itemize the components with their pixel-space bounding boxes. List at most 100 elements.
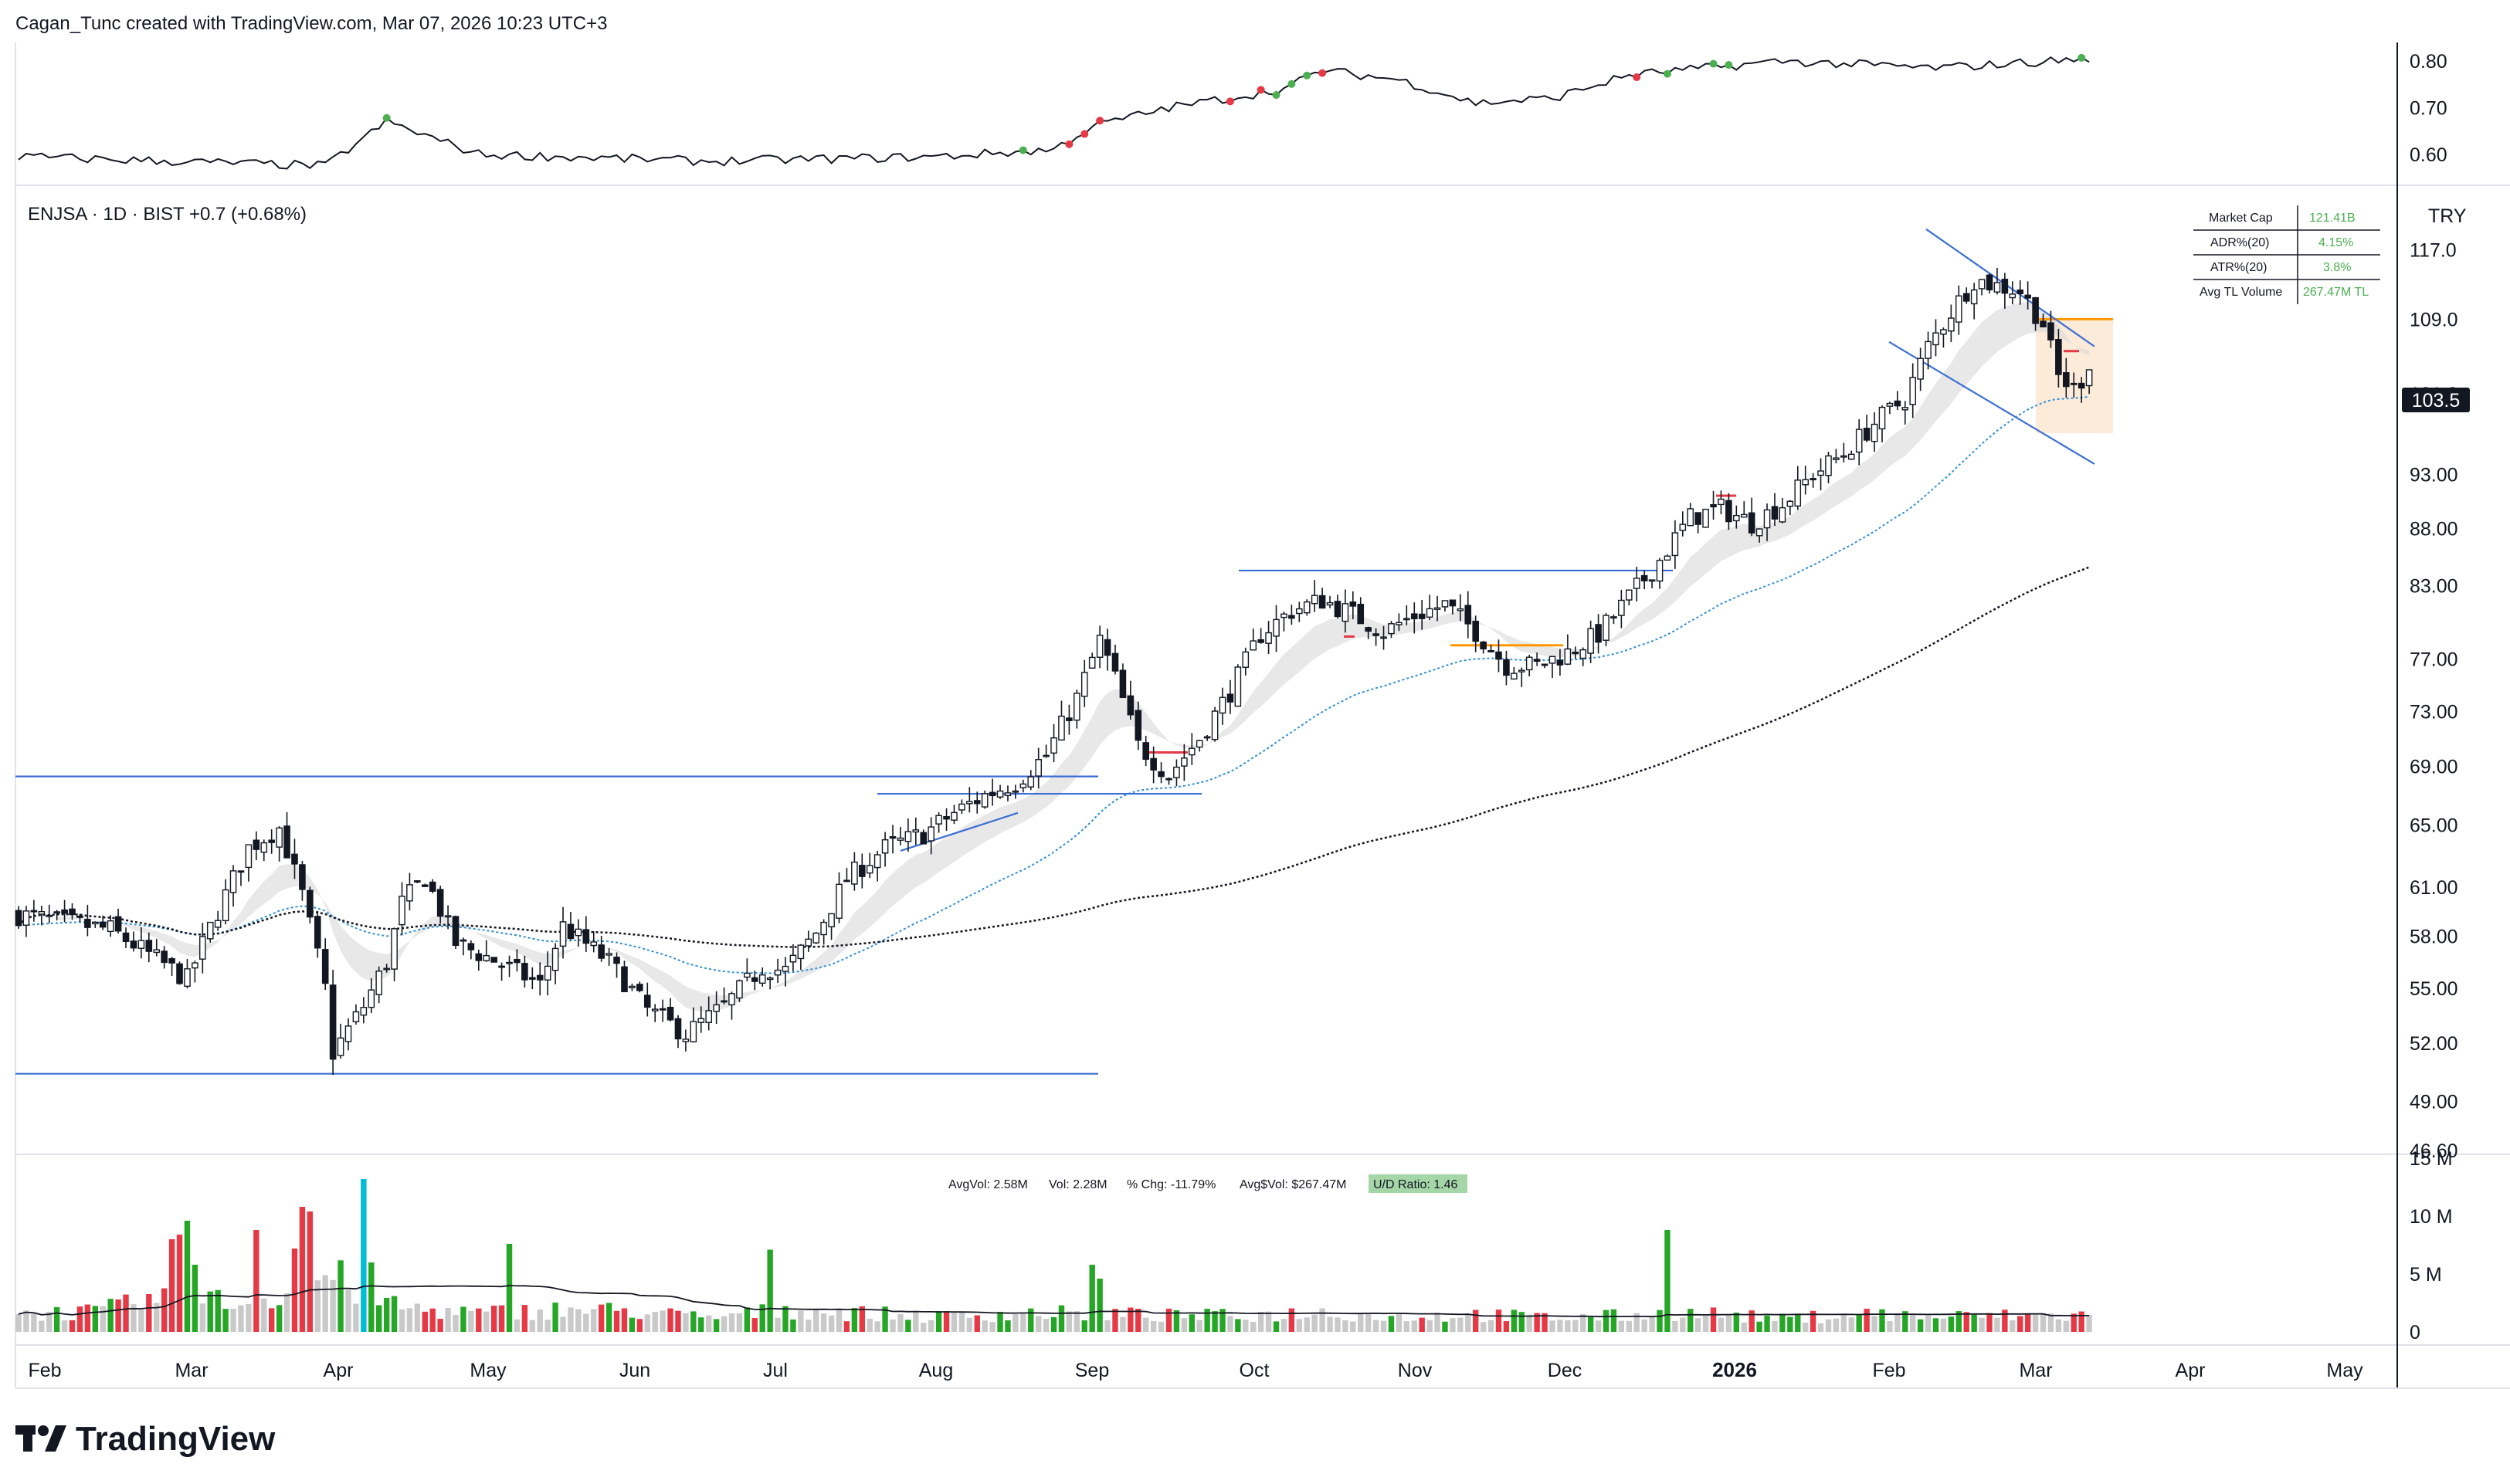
- volume-bar: [828, 1315, 835, 1332]
- candle: [996, 784, 1004, 799]
- candle: [1671, 520, 1679, 569]
- volume-bar: [1902, 1311, 1908, 1332]
- volume-bar: [544, 1320, 551, 1332]
- volume-bar: [1557, 1320, 1563, 1332]
- candle: [682, 1029, 690, 1052]
- volume-bar: [138, 1310, 144, 1332]
- candle: [299, 860, 306, 901]
- candle: [192, 961, 198, 983]
- volume-tick-label: 15 M: [2410, 1148, 2453, 1170]
- price-axis[interactable]: 117.0109.0101.093.0088.0083.0077.0073.00…: [2410, 240, 2458, 1162]
- volume-bar: [1005, 1320, 1011, 1332]
- candle: [2047, 310, 2054, 348]
- volume-bar: [69, 1320, 76, 1332]
- candle: [1871, 412, 1878, 452]
- candle: [1733, 505, 1740, 529]
- volume-bar: [1718, 1317, 1725, 1332]
- volume-bar: [1618, 1320, 1625, 1332]
- candle: [758, 967, 766, 987]
- volume-bar: [958, 1312, 965, 1332]
- volume-bar: [199, 1303, 206, 1332]
- candle: [575, 919, 582, 947]
- candle: [1311, 580, 1318, 612]
- volume-bar: [1817, 1323, 1824, 1332]
- volume-bar: [399, 1309, 405, 1332]
- volume-bar: [100, 1306, 106, 1332]
- volume-bar: [1372, 1320, 1379, 1332]
- candle: [1257, 628, 1264, 644]
- candle: [782, 957, 789, 987]
- volume-bar: [529, 1320, 536, 1332]
- volume-bar: [483, 1311, 490, 1332]
- volume-bar: [1542, 1313, 1548, 1332]
- rs-signal-dot: [382, 114, 391, 122]
- volume-bar: [1181, 1318, 1188, 1332]
- candle: [406, 872, 413, 911]
- candle: [1396, 613, 1403, 632]
- candle: [1150, 746, 1157, 784]
- candle: [529, 967, 536, 990]
- candle: [613, 952, 620, 978]
- candle: [53, 910, 60, 921]
- candle: [1066, 704, 1073, 735]
- volume-bar: [154, 1303, 160, 1332]
- candle: [1457, 594, 1464, 622]
- volume-bar: [1426, 1320, 1433, 1332]
- time-tick-label: Apr: [324, 1360, 354, 1381]
- candle: [1357, 597, 1365, 625]
- candle: [1564, 634, 1572, 666]
- stat-label-atr: ATR%(20): [2210, 261, 2267, 274]
- candle: [1878, 405, 1886, 442]
- volume-bar: [2010, 1320, 2016, 1332]
- tradingview-logo[interactable]: TradingView: [15, 1420, 276, 1458]
- volume-bar: [974, 1315, 980, 1332]
- volume-bar: [1917, 1319, 1924, 1332]
- ema-50-line: [18, 395, 2090, 974]
- candle: [1503, 650, 1510, 686]
- volume-bar: [943, 1311, 950, 1332]
- time-axis[interactable]: Feb Mar Apr May Jun Jul Aug Sep Oct Nov Dec 2026 Feb…: [28, 1358, 2363, 1381]
- volume-bar: [1012, 1313, 1019, 1332]
- rs-signal-dot: [1272, 90, 1280, 99]
- volume-bar: [1955, 1311, 1962, 1332]
- currency-label[interactable]: TRY: [2428, 205, 2467, 227]
- candle: [1932, 319, 1939, 357]
- volume-bar: [713, 1319, 720, 1332]
- candle: [590, 931, 598, 953]
- candle: [1380, 625, 1387, 650]
- candle: [728, 991, 735, 1020]
- volume-bar: [1165, 1308, 1172, 1332]
- price-tick-label: 69.00: [2410, 757, 2458, 778]
- tradingview-logo-icon: [15, 1425, 66, 1452]
- candle: [61, 900, 68, 923]
- volume-bar: [660, 1310, 666, 1332]
- volume-bar: [1419, 1317, 1425, 1332]
- rs-signal-dot: [1019, 146, 1027, 154]
- candle: [958, 799, 965, 815]
- vol-stat-avgdollar: Avg$Vol: $267.47M: [1240, 1178, 1346, 1191]
- candle: [498, 962, 505, 981]
- time-tick-label: Oct: [1240, 1360, 1270, 1381]
- volume-bar: [1495, 1310, 1502, 1332]
- candle: [1418, 599, 1426, 630]
- volume-bar: [1304, 1317, 1310, 1332]
- time-tick-label: Mar: [175, 1360, 208, 1381]
- candle: [1993, 267, 2001, 295]
- volume-bar: [859, 1306, 865, 1332]
- volume-bar: [989, 1322, 996, 1332]
- price-tick-label: 55.00: [2410, 978, 2458, 1000]
- candle: [1755, 528, 1763, 543]
- candle: [391, 927, 398, 981]
- volume-bar: [1128, 1307, 1134, 1332]
- time-tick-label: 2026: [1712, 1358, 1757, 1381]
- candle: [1886, 401, 1894, 415]
- volume-bar: [1810, 1310, 1816, 1332]
- volume-bar: [230, 1308, 236, 1332]
- volume-bar: [1173, 1310, 1180, 1332]
- volume-bar: [1358, 1313, 1364, 1332]
- volume-bar: [782, 1306, 789, 1332]
- candle: [551, 943, 559, 984]
- candle: [2055, 328, 2062, 388]
- volume-bar: [1871, 1316, 1877, 1332]
- volume-bar: [736, 1313, 743, 1332]
